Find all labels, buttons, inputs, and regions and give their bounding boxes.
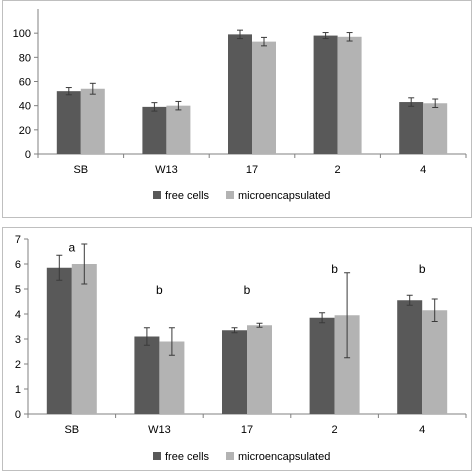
- y-tick-label: 6: [15, 259, 21, 271]
- bar-free-cells: [313, 35, 338, 155]
- bar-free-cells: [399, 102, 424, 154]
- significance-label: a: [68, 241, 75, 255]
- bar-free-cells: [228, 34, 252, 154]
- y-tick-label: 80: [19, 52, 31, 64]
- chart-bottom: 0 1 2 3 4 5 6 7 SB W13 17 2 4 a b b b b free cells microenc…: [15, 234, 467, 463]
- bar-microencapsulated: [166, 105, 191, 154]
- chart-panel-top: 0 20 40 60 80 100 SB W13 17 2 4 free cells microenca…: [2, 0, 472, 218]
- x-tick-label: SB: [64, 424, 79, 436]
- bar-free-cells: [46, 267, 72, 414]
- y-tick-label: 40: [19, 101, 31, 113]
- y-tick-label: 1: [15, 384, 21, 396]
- x-tick-label: SB: [73, 164, 88, 176]
- legend-swatch: [226, 191, 234, 199]
- y-tick-label: 2: [15, 359, 21, 371]
- y-tick-label: 20: [19, 125, 31, 137]
- bar-microencapsulated: [80, 88, 105, 154]
- x-tick-label: 2: [335, 164, 341, 176]
- bar-microencapsulated: [423, 103, 448, 154]
- x-tick-label: 17: [246, 164, 258, 176]
- bar-free-cells: [222, 330, 247, 414]
- y-tick-label: 5: [15, 284, 21, 296]
- y-tick-label: 0: [25, 149, 31, 161]
- y-tick-label: 0: [15, 409, 21, 421]
- bar-free-cells: [134, 336, 160, 414]
- significance-label: b: [156, 283, 163, 297]
- x-tick-label: 4: [420, 164, 426, 176]
- y-tick-label: 100: [13, 28, 31, 40]
- legend-label: free cells: [165, 190, 210, 202]
- bar-microencapsulated: [71, 264, 97, 414]
- bar-microencapsulated: [247, 325, 272, 414]
- bar-free-cells: [142, 106, 167, 154]
- y-tick-label: 3: [15, 334, 21, 346]
- y-tick-label: 60: [19, 77, 31, 89]
- y-tick-label: 7: [15, 234, 21, 246]
- legend-swatch: [153, 452, 161, 460]
- chart-top: 0 20 40 60 80 100 SB W13 17 2 4 free cells microenca…: [13, 9, 467, 202]
- x-tick-label: 2: [332, 424, 338, 436]
- significance-label: b: [419, 262, 426, 276]
- legend-swatch: [226, 452, 234, 460]
- legend-label: microencapsulated: [238, 190, 330, 202]
- bar-microencapsulated: [337, 36, 362, 154]
- significance-label: b: [244, 283, 251, 297]
- bar-microencapsulated: [252, 41, 276, 154]
- bar-free-cells: [309, 317, 335, 414]
- legend-label: free cells: [165, 451, 210, 463]
- chart-panel-bottom: 0 1 2 3 4 5 6 7 SB W13 17 2 4 a b b b b free cells microenc…: [2, 227, 472, 471]
- x-tick-label: 17: [241, 424, 253, 436]
- x-tick-label: 4: [419, 424, 425, 436]
- legend-swatch: [153, 191, 161, 199]
- significance-label: b: [331, 262, 338, 276]
- bar-free-cells: [397, 300, 423, 414]
- x-tick-label: W13: [148, 424, 171, 436]
- y-tick-label: 4: [15, 309, 21, 321]
- x-tick-label: W13: [155, 164, 178, 176]
- bar-microencapsulated: [422, 310, 448, 414]
- legend-label: microencapsulated: [238, 451, 330, 463]
- bar-free-cells: [56, 91, 81, 154]
